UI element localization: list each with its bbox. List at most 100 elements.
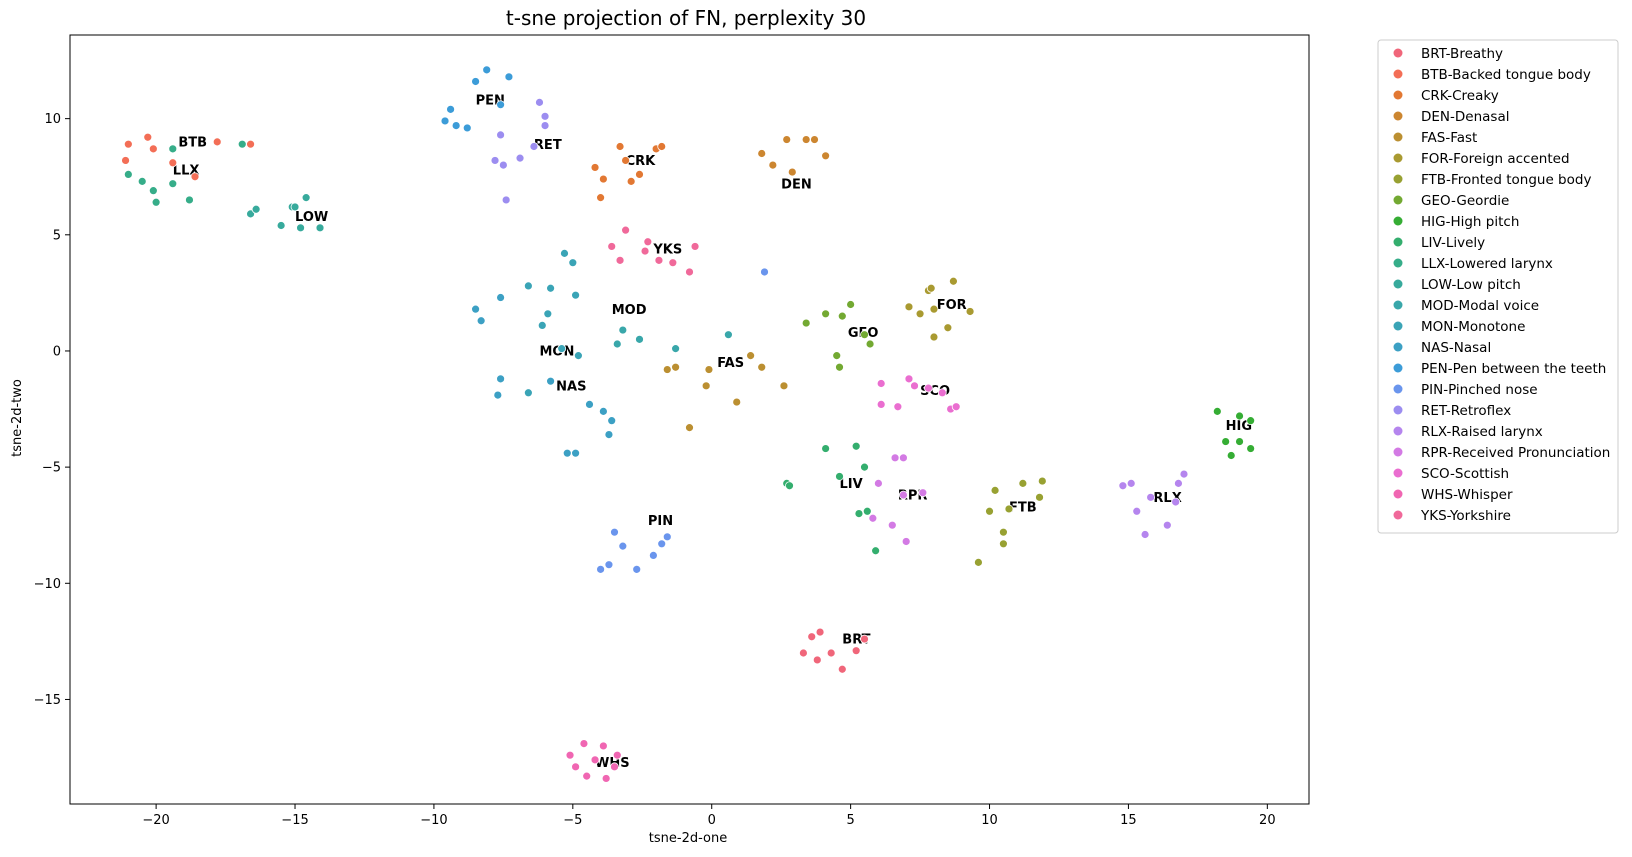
data-point (573, 351, 583, 361)
y-tick-label: 0 (53, 344, 61, 359)
data-point (929, 304, 939, 314)
legend-marker (1393, 237, 1403, 247)
data-point (835, 472, 844, 481)
data-point (871, 546, 881, 556)
data-point (868, 513, 878, 523)
data-point (965, 307, 975, 316)
chart-title: t-sne projection of FN, perplexity 30 (506, 6, 866, 30)
legend-marker (1393, 111, 1403, 121)
data-point (1146, 492, 1156, 502)
data-point (701, 381, 711, 391)
series-hig (1212, 406, 1256, 460)
data-point (498, 160, 508, 170)
x-axis: −20 −15 −10 −5 0 5 10 15 20 (142, 804, 1276, 828)
data-point (657, 142, 667, 151)
legend-label: DEN-Denasal (1421, 109, 1509, 125)
series-rpr (868, 453, 928, 546)
data-point (1174, 478, 1183, 488)
y-axis-label: tsne-2d-two (10, 379, 25, 457)
data-point (604, 560, 614, 570)
data-point (893, 402, 903, 412)
legend-item: FAS-Fast (1393, 130, 1477, 146)
x-tick-label: 15 (1120, 813, 1137, 828)
legend-item: HIG-High pitch (1393, 214, 1519, 230)
series-rlx (1118, 469, 1189, 539)
data-point (810, 135, 819, 144)
legend-label: PEN-Pen between the teeth (1421, 361, 1606, 377)
series-crk (590, 142, 667, 203)
data-point (685, 423, 694, 433)
data-point (515, 153, 525, 163)
series-den (757, 135, 831, 177)
data-point (974, 557, 983, 567)
series-mod (612, 325, 733, 354)
data-point (296, 223, 305, 233)
data-point (143, 132, 153, 142)
data-point (635, 334, 644, 344)
series-nas (471, 293, 617, 458)
legend-item: FOR-Foreign accented (1393, 151, 1570, 167)
data-point (846, 300, 856, 309)
series-geo (801, 300, 875, 372)
data-point (835, 362, 844, 372)
legend-marker (1393, 153, 1403, 163)
legend-marker (1393, 468, 1403, 478)
data-point (1004, 504, 1014, 514)
data-point (212, 137, 222, 147)
legend-item: PEN-Pen between the teeth (1393, 361, 1606, 377)
legend-marker (1393, 510, 1403, 520)
data-point (621, 156, 631, 165)
data-point (579, 739, 589, 748)
data-point (612, 750, 622, 760)
legend-label: FOR-Foreign accented (1421, 151, 1570, 167)
legend-label: FTB-Fronted tongue body (1421, 172, 1591, 188)
legend-item: SCO-Scottish (1393, 466, 1509, 482)
data-point (590, 755, 600, 765)
y-tick-label: 10 (44, 112, 61, 127)
data-point (451, 121, 461, 131)
legend-marker (1393, 300, 1403, 310)
series-btb (121, 132, 255, 182)
legend-item: FTB-Fronted tongue body (1393, 172, 1591, 188)
legend-label: NAS-Nasal (1421, 340, 1491, 356)
data-point (668, 258, 678, 268)
legend-item: MOD-Modal voice (1393, 298, 1539, 314)
data-point (1162, 520, 1172, 530)
series-sco (876, 374, 961, 414)
x-tick-label: 20 (1259, 813, 1276, 828)
data-point (890, 453, 900, 463)
data-point (543, 309, 553, 319)
data-point (582, 771, 592, 781)
data-point (643, 237, 653, 247)
series-low (246, 193, 325, 233)
series-for (904, 276, 975, 342)
x-axis-label: tsne-2d-one (649, 831, 727, 846)
data-point (807, 632, 817, 642)
legend-marker (1393, 321, 1403, 331)
data-point (929, 332, 939, 342)
data-point (876, 399, 886, 409)
legend-item: GEO-Geordie (1393, 193, 1509, 209)
data-point (537, 321, 547, 330)
data-point (190, 172, 200, 182)
data-point (546, 283, 555, 293)
cluster-label-hig: HIG (1226, 419, 1252, 434)
legend-label: RPR-Received Pronunciation (1421, 445, 1610, 461)
series-whs (565, 739, 622, 783)
data-point (462, 123, 472, 133)
data-point (757, 362, 767, 372)
data-point (476, 316, 486, 326)
data-point (826, 648, 836, 658)
data-point (901, 537, 911, 546)
legend-item: RET-Retroflex (1393, 403, 1511, 419)
y-tick-label: −5 (42, 461, 61, 476)
data-point (801, 318, 811, 328)
x-tick-label: 0 (708, 813, 716, 828)
data-point (529, 142, 539, 151)
data-point (523, 281, 533, 291)
data-point (568, 258, 578, 268)
legend-label: GEO-Geordie (1421, 193, 1509, 209)
series-ftb (974, 476, 1047, 567)
data-point (723, 330, 733, 340)
x-tick-label: −10 (420, 813, 447, 828)
